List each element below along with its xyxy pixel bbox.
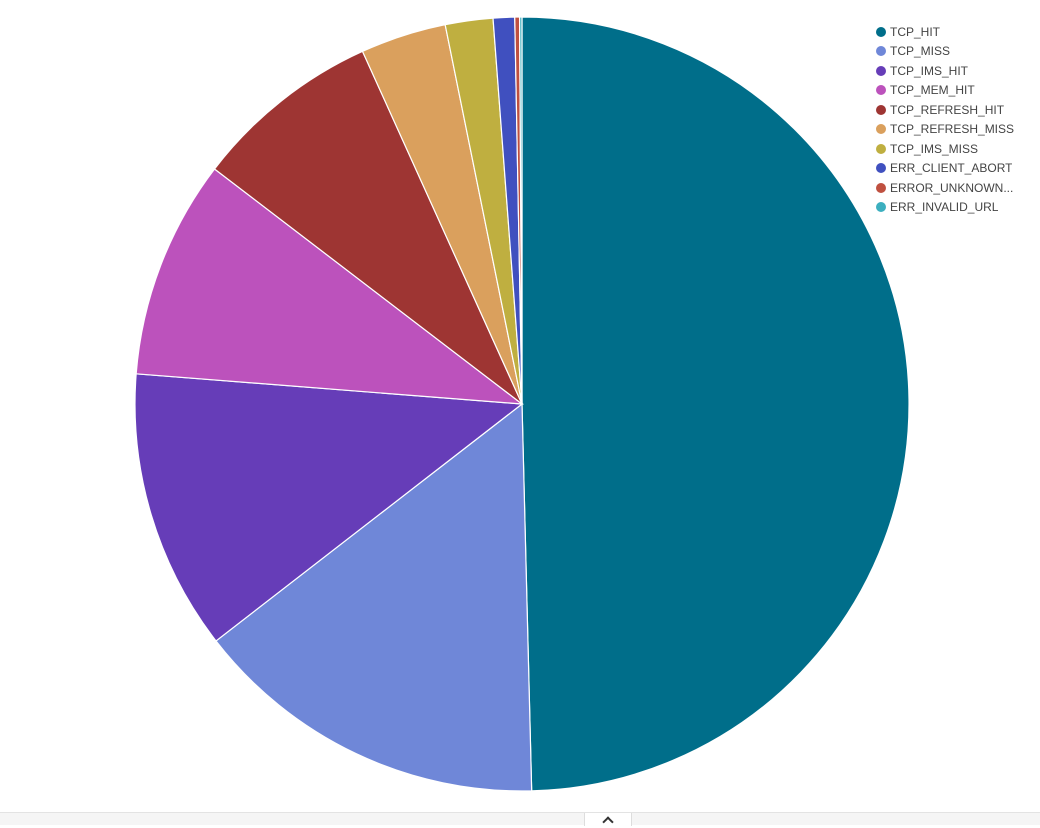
pie-slice-tcp-refresh-hit[interactable] [213, 50, 523, 405]
legend-swatch [876, 124, 886, 135]
legend-item[interactable]: TCP_IMS_HIT [876, 61, 1014, 81]
pie-slice-tcp-miss[interactable] [215, 402, 533, 792]
legend-item[interactable]: TCP_HIT [876, 22, 1014, 42]
pie-slice-tcp-ims-hit[interactable] [134, 373, 524, 642]
legend-label: TCP_REFRESH_HIT [890, 102, 1005, 117]
chevron-up-icon [602, 816, 614, 828]
legend-item[interactable]: ERROR_UNKNOWN... [876, 178, 1014, 198]
collapse-toggle-button[interactable] [584, 813, 632, 828]
legend-swatch [876, 26, 886, 37]
legend-swatch [876, 163, 886, 174]
legend-swatch [876, 46, 886, 57]
bottom-panel-bar [0, 812, 1040, 828]
chart-legend: TCP_HIT TCP_MISS TCP_IMS_HIT TCP_MEM_HIT TCP… [876, 22, 1014, 217]
legend-swatch [876, 182, 886, 193]
legend-swatch [876, 202, 886, 213]
legend-label: TCP_IMS_HIT [890, 63, 969, 78]
legend-item[interactable]: TCP_REFRESH_HIT [876, 100, 1014, 120]
legend-item[interactable]: ERR_INVALID_URL [876, 198, 1014, 218]
legend-swatch [876, 65, 886, 76]
legend-label: TCP_REFRESH_MISS [890, 122, 1015, 137]
legend-label: TCP_MEM_HIT [890, 83, 975, 98]
legend-item[interactable]: TCP_MISS [876, 42, 1014, 62]
legend-label: TCP_IMS_MISS [890, 141, 979, 156]
legend-label: ERR_INVALID_URL [890, 200, 999, 215]
legend-item[interactable]: ERR_CLIENT_ABORT [876, 159, 1014, 179]
legend-label: ERR_CLIENT_ABORT [890, 161, 1013, 176]
legend-label: TCP_MISS [890, 44, 951, 59]
pie-slice-tcp-hit[interactable] [521, 16, 910, 792]
pie-slice-err-invalid-url[interactable] [518, 16, 523, 405]
legend-swatch [876, 104, 886, 115]
legend-label: ERROR_UNKNOWN... [890, 180, 1014, 195]
pie-slice-tcp-mem-hit[interactable] [135, 168, 524, 405]
legend-item[interactable]: TCP_REFRESH_MISS [876, 120, 1014, 140]
legend-swatch [876, 85, 886, 96]
legend-label: TCP_HIT [890, 24, 941, 39]
legend-item[interactable]: TCP_MEM_HIT [876, 81, 1014, 101]
legend-swatch [876, 143, 886, 154]
legend-item[interactable]: TCP_IMS_MISS [876, 139, 1014, 159]
